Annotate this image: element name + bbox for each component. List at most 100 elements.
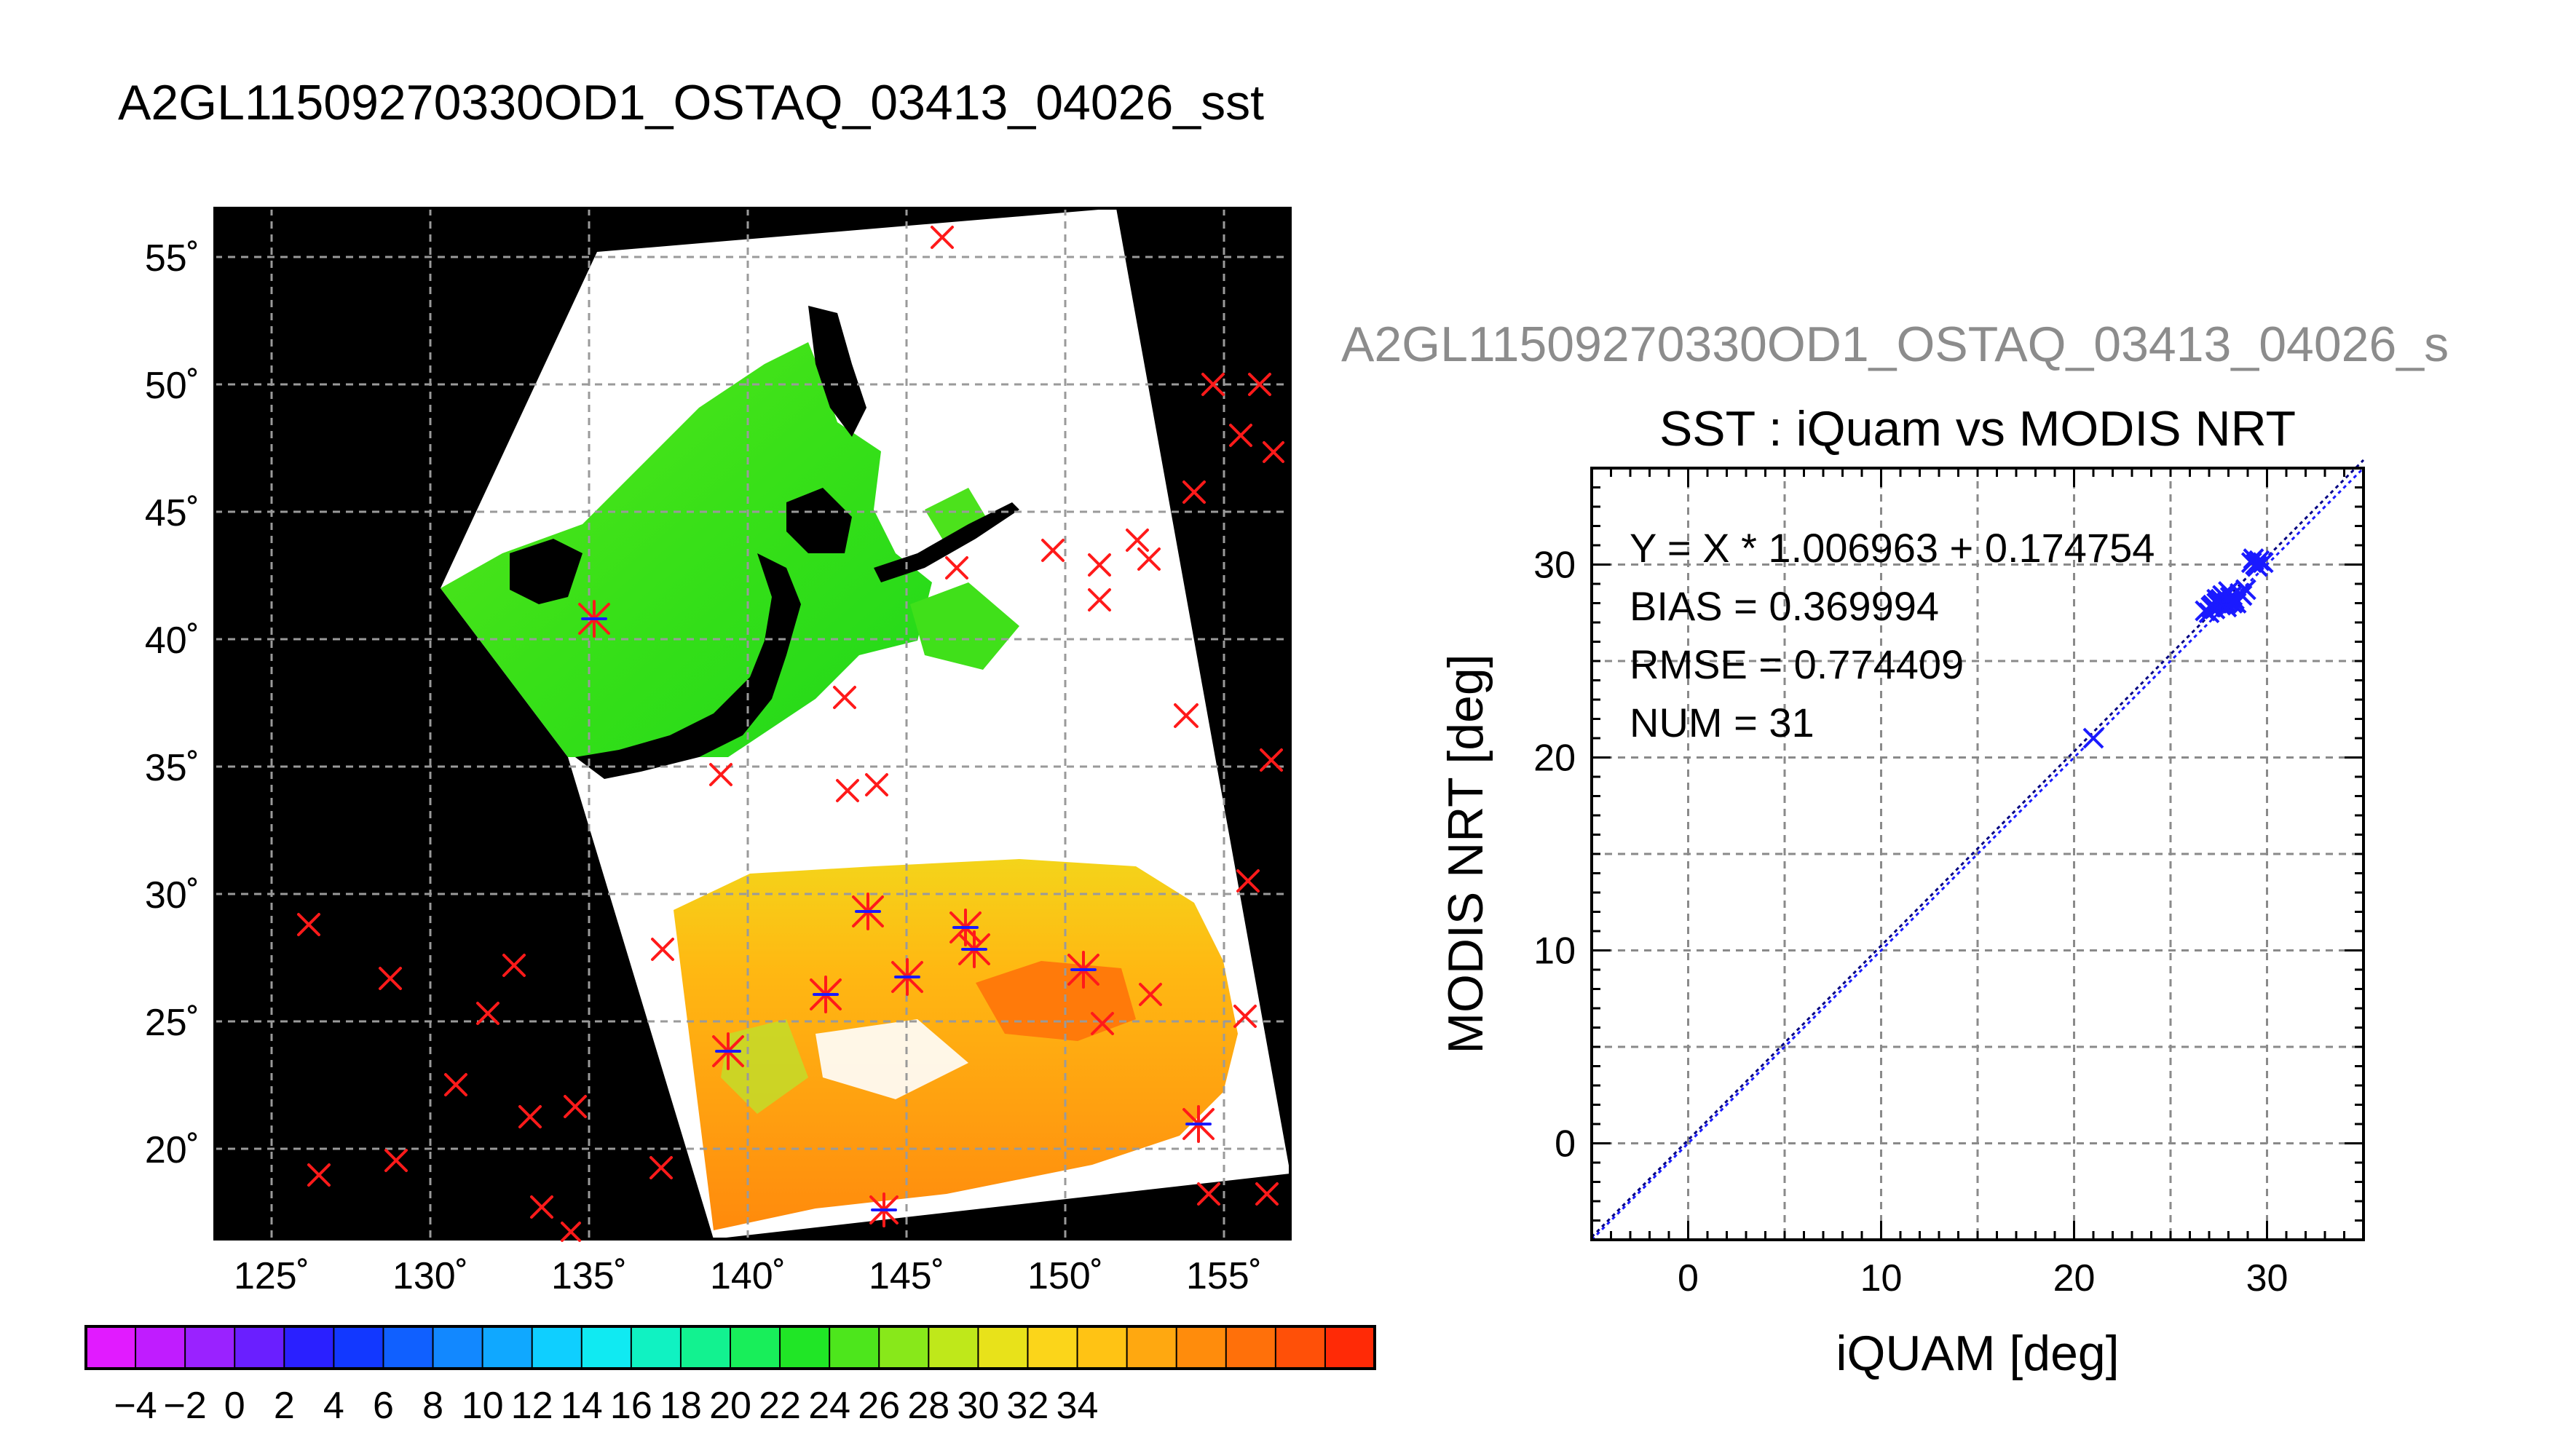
colorbar-label: 28 [907, 1385, 949, 1427]
sst-south-green-edge [721, 1019, 808, 1114]
stats-box: Y = X * 1.006963 + 0.174754 BIAS = 0.369… [1630, 525, 2155, 745]
colorbar-swatch [284, 1326, 334, 1369]
stat-num: NUM = 31 [1630, 700, 1814, 745]
x-tick-label: 0 [1678, 1257, 1699, 1299]
colorbar-swatch [532, 1326, 583, 1369]
colorbar-swatch [1077, 1326, 1128, 1369]
colorbar-frame [84, 1325, 1376, 1370]
colorbar-label: 2 [274, 1385, 295, 1427]
lon-label: 140˚ [710, 1255, 786, 1297]
lon-label: 125˚ [234, 1255, 309, 1297]
lat-label: 30˚ [145, 874, 200, 917]
land-sakhalin [808, 306, 866, 437]
colorbar-swatch [135, 1326, 186, 1369]
land-hokkaido [786, 488, 852, 553]
y-tick-label: 20 [1533, 737, 1576, 780]
x-tick-label: 20 [2053, 1257, 2096, 1299]
y-tick-label: 10 [1533, 930, 1576, 973]
colorbar-swatch [1324, 1326, 1375, 1369]
land-japan-honshu [575, 553, 801, 779]
colorbar-label: 16 [610, 1385, 652, 1427]
x-tick-label: 30 [2246, 1257, 2289, 1299]
sst-map: 55˚ 50˚ 45˚ 40˚ 35˚ 30˚ 25˚ 20˚ 125˚ 130… [145, 207, 1292, 1297]
lon-label: 135˚ [551, 1255, 627, 1297]
lon-label: 155˚ [1186, 1255, 1262, 1297]
colorbar-swatch [1126, 1326, 1177, 1369]
colorbar-swatch [581, 1326, 632, 1369]
data-point [2246, 555, 2268, 577]
data-point [2082, 727, 2104, 749]
lat-label: 45˚ [145, 492, 200, 534]
colorbar-swatch [433, 1326, 483, 1369]
lat-label: 55˚ [145, 237, 200, 280]
data-point [2206, 588, 2228, 610]
colorbar-swatch [333, 1326, 384, 1369]
y-axis-label: MODIS NRT [deg] [1438, 654, 1493, 1053]
colorbar-label: −4 [114, 1385, 157, 1427]
sst-south-warm [674, 859, 1238, 1230]
y-tick-label: 30 [1533, 545, 1576, 587]
colorbar-swatch [383, 1326, 434, 1369]
colorbar-swatch [730, 1326, 781, 1369]
colorbar-swatch [680, 1326, 731, 1369]
marker-red-x [297, 226, 1284, 1242]
sst-east-green-patch [910, 582, 1019, 670]
map-markers [297, 226, 1284, 1242]
colorbar-label: 32 [1007, 1385, 1049, 1427]
colorbar-swatch [879, 1326, 929, 1369]
scatter-tick-labels: 0 10 20 30 0 10 20 30 [1533, 545, 2288, 1300]
colorbar-label: 4 [323, 1385, 344, 1427]
colorbar-swatch [1176, 1326, 1227, 1369]
colorbar-label: 8 [422, 1385, 443, 1427]
land-korea [510, 539, 583, 604]
colorbar-label: 26 [858, 1385, 900, 1427]
colorbar-swatch [829, 1326, 880, 1369]
colorbar-label: 22 [759, 1385, 801, 1427]
main-title: A2GL11509270330OD1_OSTAQ_03413_04026_sst [118, 75, 1264, 130]
colorbar-swatch [234, 1326, 285, 1369]
colorbar-swatch [482, 1326, 533, 1369]
colorbar-swatch [1225, 1326, 1276, 1369]
x-tick-label: 10 [1860, 1257, 1903, 1299]
colorbar-label: −2 [164, 1385, 207, 1427]
colorbar-swatch [780, 1326, 830, 1369]
colorbar-swatch [86, 1326, 136, 1369]
lat-label: 40˚ [145, 620, 200, 662]
lat-label: 50˚ [145, 365, 200, 407]
colorbar-swatch [978, 1326, 1028, 1369]
colorbar-label: 6 [373, 1385, 394, 1427]
colorbar-label: 30 [957, 1385, 999, 1427]
stat-bias: BIAS = 0.369994 [1630, 583, 1939, 629]
colorbar-swatch [631, 1326, 682, 1369]
colorbar-label: 14 [561, 1385, 603, 1427]
scatter-chart: 0 10 20 30 0 10 20 30 Y = X * 1.006963 + 0.1747… [1438, 459, 2365, 1381]
sst-north-green [441, 342, 932, 757]
colorbar-label: 24 [808, 1385, 850, 1427]
scatter-header: A2GL11509270330OD1_OSTAQ_03413_04026_s [1341, 317, 2449, 372]
sst-south-white-patch [816, 1019, 968, 1099]
colorbar-swatch [1275, 1326, 1326, 1369]
colorbar-swatches [86, 1326, 1375, 1369]
lon-labels: 125˚ 130˚ 135˚ 140˚ 145˚ 150˚ 155˚ [234, 1255, 1262, 1297]
scatter-grid [1592, 468, 2364, 1240]
data-point [2198, 602, 2220, 624]
colorbar-label: 12 [511, 1385, 553, 1427]
colorbar-swatch [928, 1326, 979, 1369]
land-kurils [874, 502, 1019, 582]
lat-label: 25˚ [145, 1002, 200, 1044]
lon-label: 130˚ [392, 1255, 468, 1297]
colorbar-swatch [1027, 1326, 1078, 1369]
colorbar: −4 −2 0 2 4 6 8 10 12 14 16 18 20 22 24 26 28 30 32 34 [84, 1325, 1376, 1427]
colorbar-label: 0 [224, 1385, 245, 1427]
chart-title: SST : iQuam vs MODIS NRT [1659, 401, 2296, 456]
scatter-frame [1590, 467, 2365, 1241]
lat-label: 20˚ [145, 1129, 200, 1171]
colorbar-swatch [185, 1326, 235, 1369]
stat-fit-equation: Y = X * 1.006963 + 0.174754 [1630, 525, 2155, 571]
y-tick-label: 0 [1555, 1123, 1576, 1166]
x-axis-label: iQUAM [deg] [1836, 1326, 2119, 1381]
colorbar-label: 20 [709, 1385, 751, 1427]
scatter-points [2082, 548, 2274, 749]
colorbar-label: 18 [660, 1385, 702, 1427]
